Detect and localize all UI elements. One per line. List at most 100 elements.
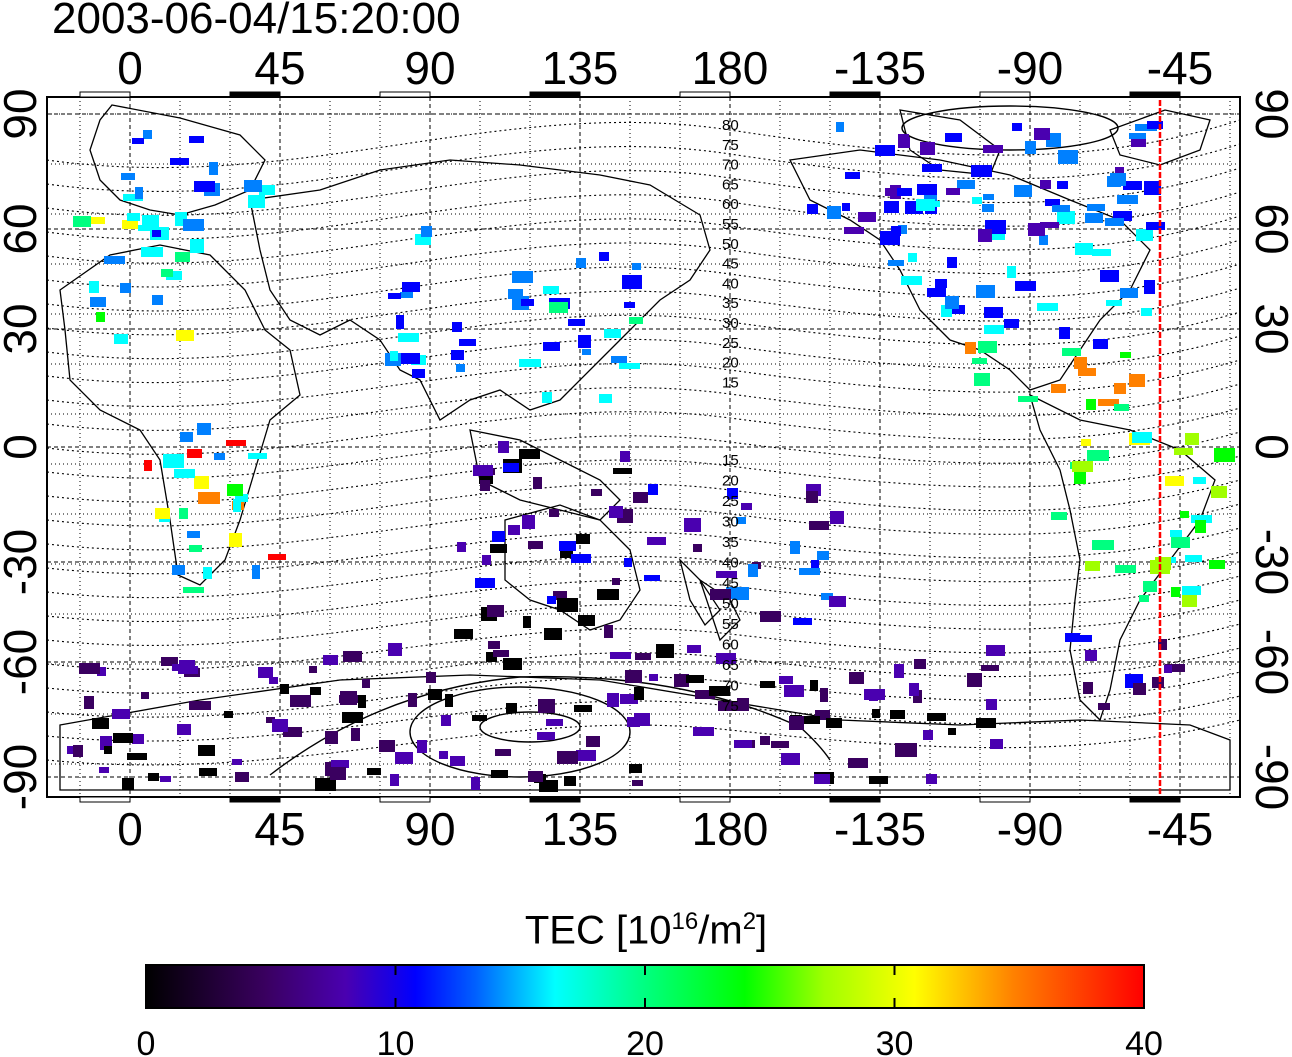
tec-sample [325, 731, 338, 744]
tec-sample [92, 718, 109, 729]
contour-label: 60 [722, 196, 739, 213]
tec-sample [152, 230, 161, 237]
tec-sample [268, 554, 286, 560]
tec-sample [1133, 683, 1146, 695]
tec-sample [687, 645, 701, 653]
tec-sample [400, 292, 413, 298]
x-tick-bottom-label: 0 [117, 803, 143, 855]
tec-sample [214, 453, 225, 460]
tec-sample [198, 745, 207, 756]
tec-sample [506, 703, 517, 713]
tec-sample [734, 740, 752, 748]
tec-sample [269, 677, 278, 684]
tec-sample [543, 342, 560, 351]
colorbar-title-exp2: 2 [742, 908, 757, 935]
x-tick-bottom-label: -90 [997, 803, 1063, 855]
x-tick-top-label: -135 [834, 42, 926, 94]
y-tick-left-label: 30 [0, 303, 46, 354]
tec-sample [983, 194, 994, 200]
tec-sample [948, 728, 956, 735]
tec-sample [771, 741, 789, 748]
tec-measurements [67, 121, 1235, 792]
tec-sample [244, 180, 262, 192]
tec-sample [684, 518, 701, 532]
tec-sample [1040, 180, 1051, 189]
tec-sample [967, 673, 982, 687]
contour-label: 15 [722, 374, 739, 391]
tec-sample [415, 234, 431, 245]
tec-sample [132, 734, 144, 744]
tec-sample [965, 342, 976, 354]
tec-sample [829, 596, 846, 607]
tec-sample [827, 206, 841, 219]
tec-sample [629, 317, 643, 324]
tec-sample [718, 701, 737, 711]
tec-sample [957, 180, 975, 189]
tec-sample [948, 305, 965, 314]
tec-sample [1057, 211, 1075, 224]
tec-sample [610, 652, 631, 659]
tec-sample [1185, 555, 1202, 562]
x-tick-top-label: -90 [997, 42, 1063, 94]
tec-sample [1085, 650, 1097, 661]
tec-sample [634, 713, 650, 726]
tec-sample [1165, 476, 1184, 486]
tec-sample [674, 674, 689, 687]
tec-sample [174, 469, 195, 478]
tec-sample [599, 252, 609, 261]
tec-sample [445, 694, 453, 707]
tec-sample [141, 247, 163, 257]
tec-sample [490, 544, 507, 553]
tec-sample [913, 690, 922, 703]
tec-sample [508, 525, 520, 535]
tec-sample [135, 187, 143, 199]
tec-sample [1018, 396, 1038, 402]
tec-sample [591, 489, 602, 496]
colorbar-title-mid: /m [698, 908, 743, 953]
tec-sample [1100, 270, 1119, 282]
tec-sample [180, 432, 193, 442]
tec-sample [1120, 352, 1131, 358]
tec-sample [194, 181, 215, 192]
tec-sample [1052, 205, 1070, 212]
tec-sample [388, 293, 401, 299]
tec-sample [1209, 560, 1225, 569]
tec-sample [635, 653, 651, 660]
tec-sample [891, 226, 901, 236]
tec-sample [1193, 477, 1206, 484]
tec-sample [144, 460, 152, 471]
tec-sample [537, 732, 555, 740]
tec-sample [1007, 266, 1016, 278]
y-tick-right-label: -90 [1246, 744, 1292, 810]
tec-sample [644, 575, 660, 581]
tec-sample [736, 517, 746, 524]
tec-sample [888, 260, 904, 266]
x-tick-top-label: 135 [542, 42, 619, 94]
tec-sample [183, 587, 204, 593]
y-tick-left-label: -90 [0, 744, 46, 810]
tec-sample [982, 204, 994, 212]
tec-sample [784, 685, 804, 697]
tec-sample [73, 745, 83, 757]
tec-sample [473, 465, 493, 476]
tec-sample [99, 767, 109, 773]
tec-sample [559, 541, 576, 551]
tec-sample [258, 667, 273, 678]
tec-sample [390, 351, 398, 361]
tec-sample [121, 173, 135, 180]
tec-sample [177, 724, 191, 735]
tec-sample [926, 774, 937, 784]
tec-sample [890, 710, 905, 719]
tec-sample [576, 258, 586, 268]
tec-sample [452, 322, 462, 332]
y-tick-left-label: 60 [0, 203, 46, 254]
tec-sample [362, 679, 370, 688]
contour-label: 20 [722, 355, 739, 372]
tec-sample [175, 252, 190, 262]
tec-sample [820, 688, 828, 702]
tec-sample [152, 295, 163, 305]
tec-sample [809, 521, 829, 530]
tec-sample [1087, 450, 1109, 461]
tec-sample [609, 506, 623, 518]
tec-sample [1185, 433, 1199, 445]
